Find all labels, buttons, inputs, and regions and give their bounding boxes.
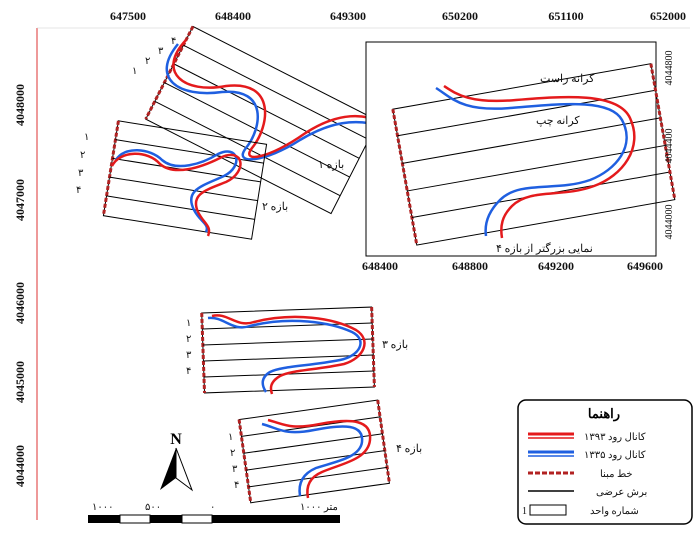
reach-4: ۱ ۲ ۳ ۴ بازه ۴: [228, 399, 422, 504]
reach-label: بازه ۲: [262, 201, 288, 213]
unit-number: ۲: [145, 56, 150, 67]
scale-label: ۵۰۰: [145, 502, 161, 513]
inset-right-tick: 4044000: [664, 205, 675, 240]
unit-number: ۴: [76, 185, 81, 196]
reach-label: بازه ۴: [396, 443, 422, 455]
left-tick: 4044000: [13, 445, 27, 487]
inset-bottom-tick: 649600: [627, 259, 663, 273]
legend-item-label: کانال رود ۱۳۳۵: [584, 450, 646, 461]
reach-2: ۱ ۲ ۳ ۴ بازه ۲: [76, 120, 288, 240]
reach-3: ۱ ۲ ۳ ۴ بازه ۳: [186, 306, 408, 395]
top-tick: 651100: [548, 9, 583, 23]
unit-number: ۲: [80, 150, 85, 161]
scale-label: ۱۰۰۰ متر: [300, 502, 338, 513]
left-tick: 4046000: [13, 282, 27, 324]
top-tick: 648400: [215, 9, 251, 23]
top-tick: 649300: [330, 9, 366, 23]
unit-number: ۴: [186, 366, 191, 377]
right-bank-label: کرانه راست: [540, 73, 595, 85]
legend-swatch: [529, 504, 567, 516]
scale-label: ۰: [210, 502, 215, 513]
top-tick: 647500: [110, 9, 146, 23]
top-tick: 650200: [442, 9, 478, 23]
unit-number: ۳: [232, 464, 238, 475]
unit-number: ۳: [186, 350, 192, 361]
unit-number: ۴: [234, 480, 239, 491]
unit-number: ۱: [132, 66, 137, 77]
legend-item-label: خط مبنا: [600, 469, 633, 480]
top-tick: 652000: [650, 9, 686, 23]
legend-item-label: کانال رود ۱۳۹۳: [584, 432, 646, 443]
reach-1: ۱ ۲ ۳ ۴ بازه ۱: [132, 25, 383, 215]
inset-right-tick: 4044400: [664, 129, 675, 164]
inset-bottom-tick: 649200: [538, 259, 574, 273]
inset-right-tick: 4044800: [664, 51, 675, 86]
legend-box: [517, 399, 693, 525]
inset-bottom-tick: 648400: [362, 259, 398, 273]
reach-label: بازه ۱: [318, 159, 344, 171]
unit-number: ۱: [84, 132, 89, 143]
top-coordinate-ticks: 647500 648400 649300 650200 651100 65200…: [110, 9, 686, 23]
legend: راهنما کانال رود ۱۳۹۳ کانال رود ۱۳۳۵ خط …: [517, 399, 693, 525]
unit-number: ۱: [186, 318, 191, 329]
left-tick: 4048000: [13, 84, 27, 126]
inset-frame: [365, 41, 657, 257]
legend-unit-sample: 1: [522, 506, 527, 517]
north-label: N: [170, 431, 182, 448]
left-tick: 4045000: [13, 361, 27, 403]
unit-number: ۲: [186, 334, 191, 345]
inset-bottom-tick: 648800: [452, 259, 488, 273]
unit-number: ۴: [171, 36, 176, 47]
legend-title: راهنما: [588, 406, 620, 422]
legend-item-label: برش عرضی: [596, 487, 647, 498]
north-arrow-icon: N: [160, 431, 194, 492]
unit-number: ۱: [228, 432, 233, 443]
inset-map: کرانه راست کرانه چپ نمایی بزرگتر از بازه…: [362, 41, 677, 273]
legend-item-label: شماره واحد: [590, 506, 639, 517]
scale-bar: ۱۰۰۰ ۵۰۰ ۰ ۱۰۰۰ متر: [88, 502, 340, 524]
left-coordinate-ticks: 4048000 4047000 4046000 4045000 4044000: [13, 84, 27, 487]
left-tick: 4047000: [13, 179, 27, 221]
unit-number: ۲: [230, 448, 235, 459]
inset-caption: نمایی بزرگتر از بازه ۴: [496, 242, 593, 255]
left-bank-label: کرانه چپ: [536, 115, 580, 127]
unit-number: ۳: [158, 46, 164, 57]
reach-label: بازه ۳: [382, 339, 408, 351]
unit-number: ۳: [78, 168, 84, 179]
scale-label: ۱۰۰۰: [92, 502, 113, 513]
